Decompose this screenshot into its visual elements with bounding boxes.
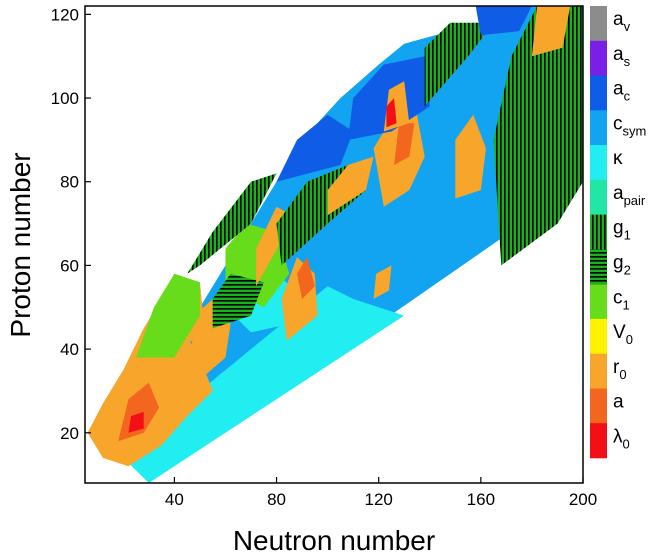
region-g1-23 xyxy=(424,22,494,107)
legend-label-c1: c1 xyxy=(613,287,630,312)
legend-swatch-c1 xyxy=(590,284,607,320)
legend-label-kappa: κ xyxy=(613,148,623,169)
legend-label-g1: g1 xyxy=(613,218,631,243)
plot-regions xyxy=(87,6,583,483)
legend: av as ac csym κ apair g1 g2 c1 V0 r0 a λ0 xyxy=(590,6,646,459)
x-tick-label-200: 200 xyxy=(569,490,597,509)
y-axis: 20 40 60 80 100 120 xyxy=(51,5,91,443)
y-axis-title: Proton number xyxy=(5,152,36,337)
legend-label-av: av xyxy=(613,9,631,34)
legend-label-V0: V0 xyxy=(613,322,633,347)
region-kappa-1 xyxy=(123,286,405,483)
legend-label-ac: ac xyxy=(613,79,631,104)
region-a-14 xyxy=(297,257,315,299)
legend-label-r0: r0 xyxy=(613,357,627,382)
region-g2-11 xyxy=(212,273,264,329)
region-g1-10 xyxy=(187,173,277,274)
region-ac-25 xyxy=(475,6,532,36)
region-a-5 xyxy=(118,382,160,442)
legend-swatch-as xyxy=(590,40,607,76)
x-axis-title: Neutron number xyxy=(233,525,435,554)
region-ac-16 xyxy=(276,114,354,182)
legend-swatch-csym xyxy=(590,110,607,146)
legend-label-apair: apair xyxy=(613,183,646,208)
legend-swatch-lambda0 xyxy=(590,423,607,459)
legend-swatch-ac xyxy=(590,75,607,111)
legend-swatch-V0 xyxy=(590,318,607,354)
y-tick-label-80: 80 xyxy=(60,173,79,192)
y-tick-label-40: 40 xyxy=(60,340,79,359)
legend-label-a: a xyxy=(613,392,624,413)
region-r0-26 xyxy=(531,6,571,57)
y-tick-label-120: 120 xyxy=(51,5,79,24)
plot-frame xyxy=(84,5,584,484)
y-tick-label-20: 20 xyxy=(60,424,79,443)
legend-swatch-av xyxy=(590,6,607,42)
x-tick-label-160: 160 xyxy=(467,490,495,509)
region-r0-27 xyxy=(455,114,486,199)
x-axis: 40 80 120 160 200 xyxy=(165,477,597,509)
x-tick-label-120: 120 xyxy=(365,490,393,509)
legend-swatch-kappa xyxy=(590,145,607,181)
region-lambda0-6 xyxy=(128,411,144,433)
legend-label-csym: csym xyxy=(613,113,646,138)
region-g1-24 xyxy=(493,6,583,266)
legend-swatch-g1 xyxy=(590,214,607,250)
legend-swatch-g2 xyxy=(590,249,607,285)
legend-label-as: as xyxy=(613,44,631,69)
region-a-19 xyxy=(394,123,415,165)
x-tick-label-40: 40 xyxy=(165,490,184,509)
y-tick-label-60: 60 xyxy=(60,256,79,275)
region-r0-28 xyxy=(373,265,392,299)
region-csym-29 xyxy=(340,215,430,266)
legend-label-lambda0: λ0 xyxy=(613,426,630,451)
legend-swatch-a xyxy=(590,388,607,424)
x-tick-label-80: 80 xyxy=(267,490,286,509)
region-c1-8 xyxy=(136,273,200,358)
region-r0-17 xyxy=(327,156,374,216)
y-tick-label-100: 100 xyxy=(51,89,79,108)
legend-label-g2: g2 xyxy=(613,253,631,278)
legend-swatch-apair xyxy=(590,179,607,215)
legend-swatch-r0 xyxy=(590,353,607,389)
region-lambda0-22 xyxy=(386,98,397,128)
